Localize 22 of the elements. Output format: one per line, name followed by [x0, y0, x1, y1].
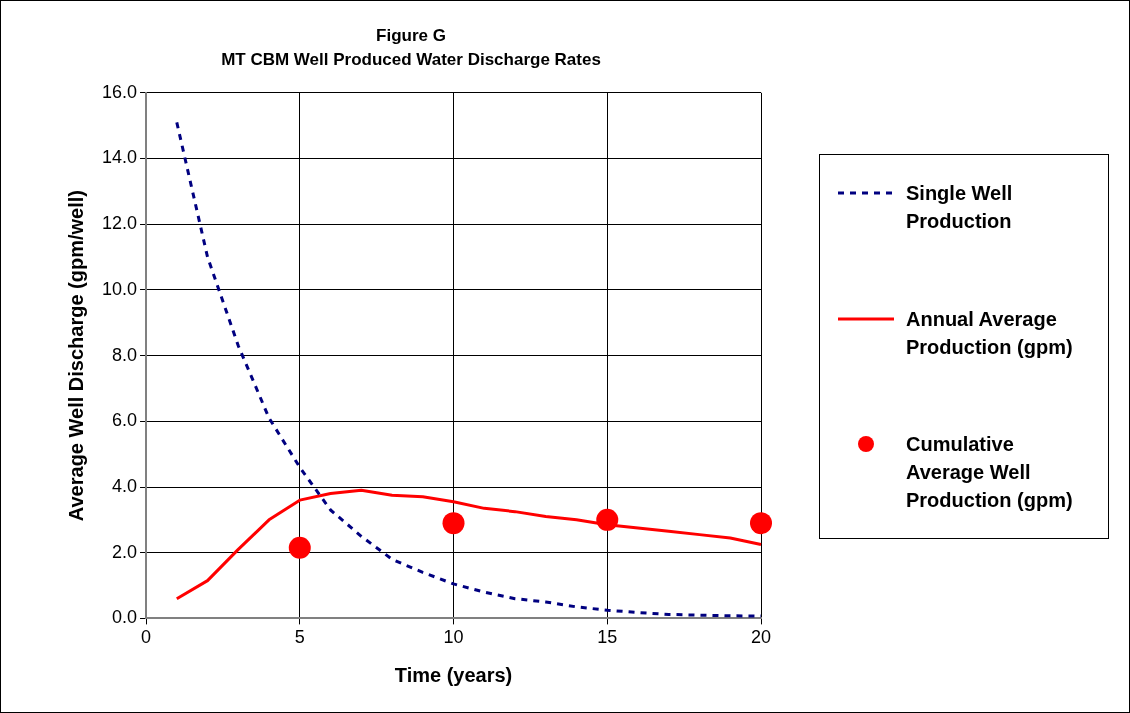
chart-subtitle: MT CBM Well Produced Water Discharge Rates — [221, 50, 601, 70]
legend-label: Single Well Production — [906, 181, 1014, 234]
y-tick-label: 6.0 — [112, 410, 138, 431]
x-tick-label: 5 — [294, 627, 305, 648]
y-tick-label: 12.0 — [101, 213, 138, 234]
x-tick-label: 20 — [750, 627, 772, 648]
x-tick-label: 10 — [443, 627, 464, 648]
y-tick-label: 4.0 — [112, 475, 138, 496]
y-axis-title: Average Well Discharge (gpm/well) — [64, 189, 87, 522]
y-tick-label: 16.0 — [101, 81, 138, 102]
legend-label: Annual Average Production (gpm) — [906, 306, 1074, 360]
y-tick-label: 8.0 — [112, 344, 138, 365]
chart-title: Figure G — [376, 25, 446, 45]
legend-label: Cumulative Average Well Production (gpm) — [906, 432, 1074, 513]
x-tick-label: 15 — [597, 627, 618, 648]
line-series — [175, 120, 763, 618]
y-tick-label: 10.0 — [101, 278, 138, 299]
y-tick-label: 14.0 — [101, 147, 138, 168]
y-tick-label: 2.0 — [112, 541, 138, 562]
x-tick-label: 0 — [141, 627, 152, 648]
y-tick-label: 0.0 — [112, 607, 138, 628]
x-axis-title: Time (years) — [394, 663, 513, 686]
